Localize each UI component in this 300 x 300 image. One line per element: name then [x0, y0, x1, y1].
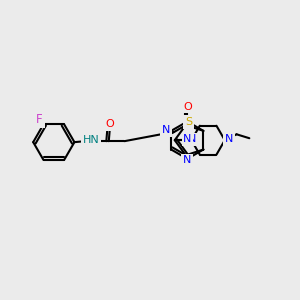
Text: N: N — [182, 155, 191, 165]
Text: S: S — [185, 117, 192, 127]
Text: N: N — [188, 134, 196, 144]
Text: N: N — [224, 134, 233, 144]
Text: N: N — [183, 134, 192, 144]
Text: N: N — [162, 125, 170, 135]
Text: N: N — [182, 159, 190, 169]
Text: F: F — [36, 113, 43, 126]
Text: O: O — [183, 102, 192, 112]
Text: HN: HN — [83, 135, 100, 145]
Text: O: O — [105, 119, 114, 130]
